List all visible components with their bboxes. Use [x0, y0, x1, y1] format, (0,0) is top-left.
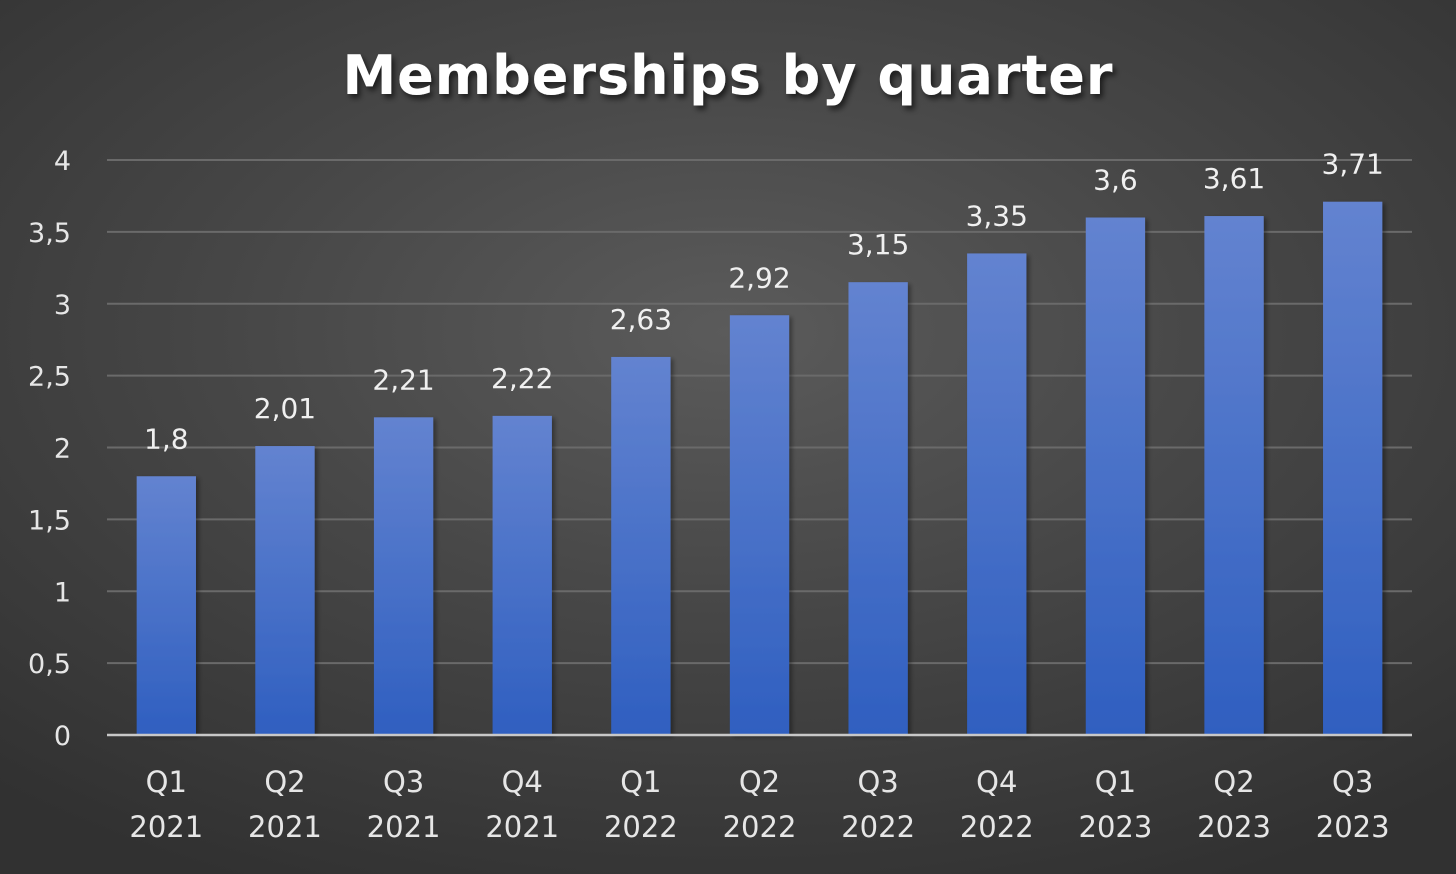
- data-label: 2,22: [491, 362, 553, 395]
- bar: [1204, 216, 1264, 735]
- bar: [729, 315, 790, 735]
- x-tick-label-quarter: Q3: [383, 765, 424, 799]
- data-label: 3,15: [847, 228, 909, 261]
- y-tick-label: 2,5: [28, 362, 71, 393]
- x-tick-label-quarter: Q4: [502, 765, 543, 799]
- x-tick-label-quarter: Q4: [976, 765, 1017, 799]
- x-axis-tick-labels: Q1 2021 Q2 2021 Q3 2021 Q4 2021 Q1 2022 Q2 2022 Q3 20…: [129, 765, 1389, 844]
- y-tick-label: 1: [54, 577, 71, 608]
- data-label: 1,8: [144, 422, 189, 455]
- bar: [1085, 217, 1146, 735]
- data-label: 3,71: [1322, 148, 1384, 181]
- x-tick-label-year: 2022: [723, 810, 797, 844]
- x-tick-label-year: 2023: [1316, 810, 1390, 844]
- data-label: 3,35: [966, 199, 1028, 232]
- y-tick-label: 3: [54, 290, 71, 321]
- data-labels: 1,8 2,01 2,21 2,22 2,63 2,92 3,15 3,35 3,6 3,61 3,…: [144, 148, 1384, 456]
- x-tick-label-year: 2021: [129, 810, 203, 844]
- bar: [492, 415, 552, 735]
- data-label: 2,21: [372, 363, 434, 396]
- y-tick-label: 4: [54, 146, 71, 177]
- y-tick-label: 3,5: [28, 218, 71, 249]
- x-tick-label-quarter: Q2: [1213, 765, 1254, 799]
- y-tick-label: 2: [54, 434, 71, 465]
- bar: [373, 417, 434, 735]
- x-tick-label-quarter: Q2: [264, 765, 305, 799]
- bar: [611, 356, 671, 735]
- y-tick-label: 0,5: [28, 649, 71, 680]
- bar: [136, 476, 196, 735]
- y-tick-label: 0: [54, 721, 71, 752]
- data-label: 2,01: [254, 392, 316, 425]
- x-tick-label-year: 2023: [1079, 810, 1153, 844]
- y-tick-label: 1,5: [28, 505, 71, 536]
- x-tick-label-year: 2023: [1197, 810, 1271, 844]
- x-tick-label-quarter: Q1: [1095, 765, 1136, 799]
- x-tick-label-quarter: Q3: [1332, 765, 1373, 799]
- x-tick-label-quarter: Q3: [857, 765, 898, 799]
- data-label: 2,63: [610, 303, 672, 336]
- data-label: 2,92: [728, 261, 790, 294]
- x-tick-label-year: 2022: [841, 810, 915, 844]
- data-label: 3,61: [1203, 162, 1265, 195]
- x-tick-label-quarter: Q1: [146, 765, 187, 799]
- x-tick-label-year: 2022: [604, 810, 678, 844]
- x-tick-label-year: 2021: [248, 810, 322, 844]
- bar: [1323, 201, 1383, 735]
- x-tick-label-year: 2021: [485, 810, 559, 844]
- data-label: 3,6: [1093, 164, 1138, 197]
- bar: [967, 253, 1027, 735]
- x-tick-label-year: 2021: [367, 810, 441, 844]
- bar: [255, 446, 315, 735]
- x-tick-label-quarter: Q2: [739, 765, 780, 799]
- x-tick-label-quarter: Q1: [620, 765, 661, 799]
- chart-title: Memberships by quarter: [342, 44, 1113, 107]
- bar: [848, 282, 908, 735]
- y-axis-tick-labels: 0 0,5 1 1,5 2 2,5 3 3,5 4: [28, 146, 71, 752]
- x-tick-label-year: 2022: [960, 810, 1034, 844]
- bars: [136, 201, 1383, 735]
